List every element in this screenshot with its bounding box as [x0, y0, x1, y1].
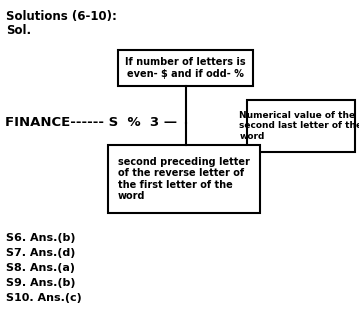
Bar [247, 100, 355, 152]
Text: Sol.: Sol. [6, 24, 31, 37]
Text: S10. Ans.(c): S10. Ans.(c) [6, 293, 82, 303]
Text: S9. Ans.(b): S9. Ans.(b) [6, 278, 75, 288]
Text: FINANCE------ S  %  3 —: FINANCE------ S % 3 — [5, 117, 177, 129]
Text: Numerical value of the
second last letter of the
word: Numerical value of the second last lette… [239, 111, 359, 141]
Text: second preceding letter
of the reverse letter of
the first letter of the
word: second preceding letter of the reverse l… [118, 157, 250, 201]
Text: S7. Ans.(d): S7. Ans.(d) [6, 248, 75, 258]
Text: S6. Ans.(b): S6. Ans.(b) [6, 233, 75, 243]
Text: Solutions (6-10):: Solutions (6-10): [6, 10, 117, 23]
Text: S8. Ans.(a): S8. Ans.(a) [6, 263, 75, 273]
Bar [118, 50, 253, 86]
Bar [108, 145, 260, 213]
Text: If number of letters is
even- $ and if odd- %: If number of letters is even- $ and if o… [125, 57, 246, 79]
